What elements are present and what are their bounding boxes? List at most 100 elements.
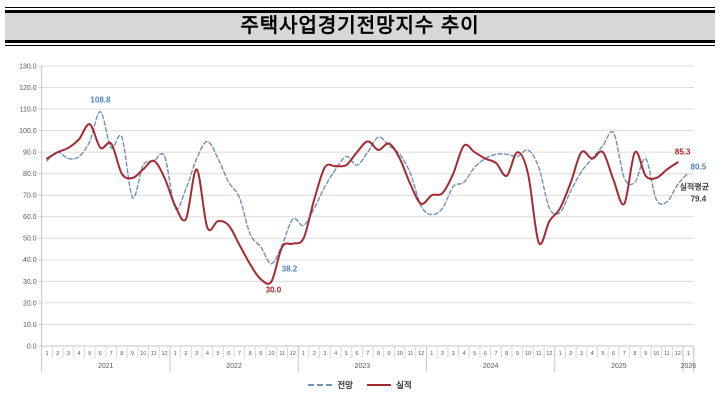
- month-tick-label: 12: [162, 351, 168, 357]
- month-tick-label: 1: [302, 351, 305, 357]
- month-tick-label: 3: [452, 351, 455, 357]
- y-tick-label: 80.0: [23, 171, 37, 178]
- data-label: 85.3: [675, 147, 691, 156]
- month-tick-label: 11: [536, 351, 542, 357]
- month-tick-label: 11: [664, 351, 670, 357]
- month-tick-label: 7: [494, 351, 497, 357]
- month-tick-label: 8: [377, 351, 380, 357]
- month-tick-label: 12: [546, 351, 552, 357]
- forecast-line-swatch: [308, 384, 333, 386]
- data-label: 38.2: [282, 265, 298, 274]
- y-tick-label: 110.0: [20, 106, 37, 113]
- month-tick-label: 5: [473, 351, 476, 357]
- month-tick-label: 7: [238, 351, 241, 357]
- month-tick-label: 7: [110, 351, 113, 357]
- data-label: 30.0: [266, 285, 282, 294]
- month-tick-label: 10: [268, 351, 274, 357]
- month-tick-label: 10: [525, 351, 531, 357]
- month-tick-label: 8: [120, 351, 123, 357]
- data-label: 108.8: [90, 96, 111, 105]
- month-tick-label: 8: [633, 351, 636, 357]
- gridlines: [38, 65, 694, 347]
- month-tick-label: 4: [334, 351, 337, 357]
- y-tick-label: 40.0: [23, 257, 37, 264]
- actual-line: [46, 123, 679, 285]
- month-tick-label: 9: [644, 351, 647, 357]
- month-tick-label: 3: [580, 351, 583, 357]
- actual-line-swatch: [367, 384, 391, 386]
- month-tick-label: 3: [195, 351, 198, 357]
- month-tick-label: 3: [67, 351, 70, 357]
- year-tick-label: 2026: [681, 363, 697, 370]
- month-tick-label: 7: [623, 351, 626, 357]
- month-tick-label: 11: [151, 351, 157, 357]
- month-tick-label: 2: [313, 351, 316, 357]
- month-tick-label: 9: [131, 351, 134, 357]
- month-tick-label: 6: [99, 351, 102, 357]
- title-banner: 주택사업경기전망지수 추이: [5, 7, 715, 46]
- month-tick-label: 4: [462, 351, 465, 357]
- month-tick-label: 6: [612, 351, 615, 357]
- y-tick-label: 70.0: [23, 193, 37, 200]
- annotations: 108.8 38.2 30.0 85.380.5 실적평균 79.4: [90, 96, 709, 295]
- month-tick-label: 2: [184, 351, 187, 357]
- month-tick-label: 11: [408, 351, 414, 357]
- y-axis-labels: 0.0 10.0 20.0 30.0 40.0 50.0 60.0 70.0 80.0 90.0 1…: [19, 63, 37, 350]
- y-tick-label: 50.0: [23, 236, 37, 243]
- month-tick-label: 11: [279, 351, 285, 357]
- y-tick-label: 20.0: [23, 300, 37, 307]
- legend: 전망 실적: [0, 379, 720, 391]
- month-tick-label: 2: [56, 351, 59, 357]
- month-tick-label: 9: [259, 351, 262, 357]
- title-banner-inner: 주택사업경기전망지수 추이: [5, 10, 715, 43]
- data-label: 80.5: [691, 163, 707, 172]
- month-tick-label: 3: [323, 351, 326, 357]
- y-tick-label: 130.0: [19, 63, 37, 70]
- legend-label-forecast: 전망: [337, 380, 353, 390]
- legend-item-forecast: 전망: [308, 379, 353, 391]
- month-tick-label: 4: [78, 351, 81, 357]
- month-tick-label: 1: [45, 351, 48, 357]
- month-tick-label: 6: [484, 351, 487, 357]
- month-tick-label: 6: [227, 351, 230, 357]
- year-tick-label: 2025: [611, 363, 627, 370]
- year-tick-label: 2021: [98, 363, 114, 370]
- month-tick-label: 12: [418, 351, 424, 357]
- y-tick-label: 30.0: [23, 279, 37, 286]
- y-tick-label: 100.0: [19, 128, 37, 135]
- data-label: 실적평균: [680, 182, 710, 192]
- month-tick-label: 1: [430, 351, 433, 357]
- month-tick-label: 12: [290, 351, 296, 357]
- legend-item-actual: 실적: [367, 379, 412, 391]
- y-tick-label: 10.0: [23, 322, 37, 329]
- legend-label-actual: 실적: [396, 380, 412, 390]
- forecast-line: [46, 110, 690, 265]
- month-tick-label: 5: [88, 351, 91, 357]
- month-tick-label: 4: [591, 351, 594, 357]
- month-tick-label: 4: [206, 351, 209, 357]
- month-tick-label: 5: [345, 351, 348, 357]
- month-tick-label: 10: [397, 351, 403, 357]
- month-tick-label: 5: [601, 351, 604, 357]
- month-tick-label: 10: [653, 351, 659, 357]
- month-tick-label: 1: [687, 351, 690, 357]
- actual-path: [46, 123, 679, 285]
- year-tick-label: 2024: [483, 363, 499, 370]
- month-tick-label: 6: [355, 351, 358, 357]
- month-tick-label: 2: [569, 351, 572, 357]
- y-tick-label: 90.0: [23, 150, 37, 157]
- year-tick-label: 2023: [355, 363, 371, 370]
- forecast-path: [46, 110, 690, 265]
- month-tick-label: 5: [217, 351, 220, 357]
- y-tick-label: 0.0: [27, 343, 37, 350]
- month-tick-label: 9: [516, 351, 519, 357]
- month-tick-label: 9: [388, 351, 391, 357]
- month-tick-label: 1: [559, 351, 562, 357]
- month-tick-label: 1: [174, 351, 177, 357]
- month-tick-label: 12: [675, 351, 681, 357]
- month-tick-label: 2: [441, 351, 444, 357]
- y-tick-label: 120.0: [19, 85, 37, 92]
